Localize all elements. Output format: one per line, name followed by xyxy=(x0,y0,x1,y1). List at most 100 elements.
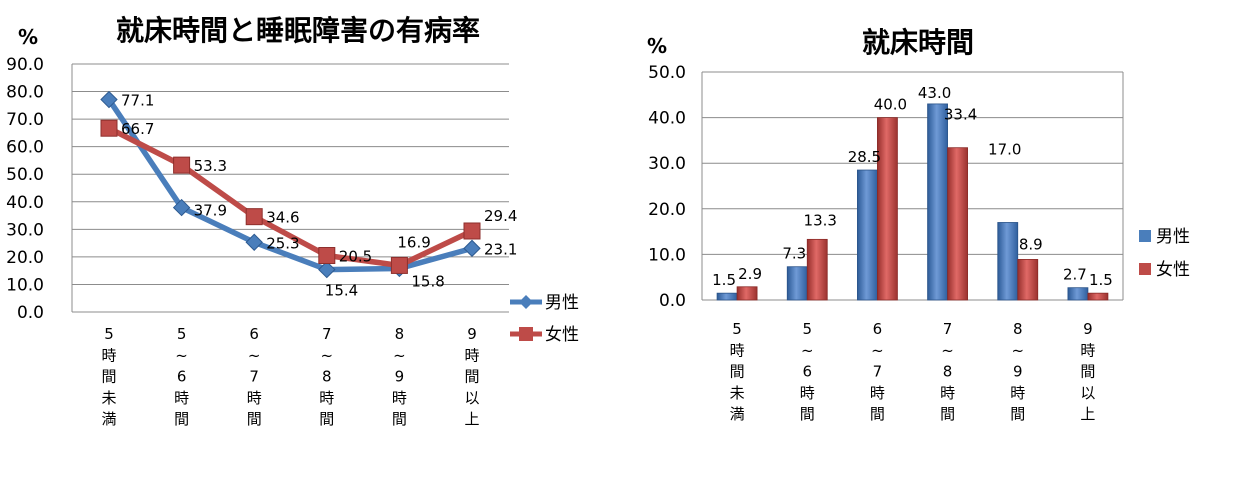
category-label: 8 xyxy=(1013,320,1023,338)
category-label: 9 xyxy=(1013,363,1023,381)
category-label: 6 xyxy=(873,320,883,338)
category-label: 間 xyxy=(1080,363,1095,381)
data-label: 40.0 xyxy=(874,96,907,114)
category-label: 9 xyxy=(395,368,405,386)
category-label: 間 xyxy=(870,405,885,423)
data-label: 13.3 xyxy=(804,211,837,229)
category-label: 未 xyxy=(730,384,745,402)
category-label: 時 xyxy=(392,389,407,407)
y-tick-label: 60.0 xyxy=(6,138,44,158)
category-label: ~ xyxy=(1011,341,1024,359)
data-point xyxy=(245,208,263,226)
y-tick-label: 20.0 xyxy=(6,248,44,268)
category-label: 7 xyxy=(873,363,883,381)
category-label: 時 xyxy=(101,346,116,364)
data-point xyxy=(100,90,118,109)
category-label: 間 xyxy=(319,410,334,428)
data-point xyxy=(245,233,263,251)
category-label: 以 xyxy=(1080,384,1095,402)
y-tick-label: 50.0 xyxy=(6,165,44,185)
legend-marker xyxy=(519,295,533,309)
category-label: 5 xyxy=(104,325,114,343)
line-chart-title: 就床時間と睡眠障害の有病率 xyxy=(116,14,480,47)
category-label: 以 xyxy=(464,389,479,407)
category-label: 時 xyxy=(464,346,479,364)
bar xyxy=(1017,259,1039,301)
legend-label: 男性 xyxy=(545,293,579,313)
data-label: 37.9 xyxy=(194,202,227,220)
data-point xyxy=(463,239,481,258)
category-label: 満 xyxy=(730,405,745,423)
y-tick-label: 10.0 xyxy=(6,275,44,295)
data-label: 8.9 xyxy=(1019,235,1043,253)
category-label: 間 xyxy=(101,368,116,386)
series-line xyxy=(107,125,474,269)
bar-chart: 就床時間 % 50.040.030.020.010.00.0 5時間未満5~6時… xyxy=(647,26,1190,423)
category-label: 8 xyxy=(943,363,953,381)
data-label: 2.7 xyxy=(1063,266,1087,284)
data-label: 15.4 xyxy=(325,282,358,300)
bar xyxy=(716,292,738,301)
category-label: 間 xyxy=(392,410,407,428)
category-label: ~ xyxy=(248,346,261,364)
data-point xyxy=(172,198,191,217)
line-chart-unit: % xyxy=(18,25,38,49)
bar xyxy=(927,103,948,301)
category-label: 時 xyxy=(730,341,745,359)
category-label: 5 xyxy=(732,320,742,338)
category-label: ~ xyxy=(393,346,406,364)
category-label: 時 xyxy=(319,389,334,407)
bar xyxy=(947,147,968,301)
category-label: 時 xyxy=(800,384,815,402)
category-label: 時 xyxy=(174,389,189,407)
category-label: ~ xyxy=(871,341,884,359)
bar xyxy=(877,117,898,301)
data-label: 29.4 xyxy=(484,207,517,225)
y-tick-label: 80.0 xyxy=(6,83,44,103)
data-point xyxy=(318,260,336,279)
category-label: 7 xyxy=(249,368,259,386)
category-label: 7 xyxy=(322,325,332,343)
y-tick-label: 30.0 xyxy=(6,220,44,240)
data-label: 1.5 xyxy=(1089,271,1113,289)
data-point xyxy=(100,119,118,137)
bar xyxy=(806,238,828,301)
category-label: 間 xyxy=(940,405,955,423)
data-label: 34.6 xyxy=(266,209,299,227)
bar-chart-title: 就床時間 xyxy=(862,26,974,59)
category-label: 間 xyxy=(247,410,262,428)
bar xyxy=(857,169,878,301)
category-label: 5 xyxy=(177,325,187,343)
category-label: 7 xyxy=(943,320,953,338)
data-label: 77.1 xyxy=(121,92,154,110)
legend-label: 女性 xyxy=(1156,260,1190,280)
y-tick-label: 50.0 xyxy=(648,63,686,83)
bar-chart-unit: % xyxy=(647,34,667,58)
bar xyxy=(786,266,808,301)
category-label: 時 xyxy=(940,384,955,402)
y-tick-label: 10.0 xyxy=(648,245,686,265)
category-label: 満 xyxy=(101,410,116,428)
legend-marker xyxy=(519,327,533,341)
category-label: 時 xyxy=(1010,384,1025,402)
data-label: 16.9 xyxy=(397,233,430,251)
data-label: 20.5 xyxy=(339,248,372,266)
y-tick-label: 0.0 xyxy=(17,303,44,323)
category-label: ~ xyxy=(321,346,334,364)
y-tick-label: 0.0 xyxy=(659,291,686,311)
category-label: 9 xyxy=(467,325,477,343)
category-label: 時 xyxy=(1080,341,1095,359)
bar xyxy=(736,286,758,301)
y-tick-label: 40.0 xyxy=(6,193,44,213)
category-label: 間 xyxy=(174,410,189,428)
category-label: 5 xyxy=(802,320,812,338)
y-tick-label: 90.0 xyxy=(6,55,44,75)
data-label: 15.8 xyxy=(411,272,444,290)
legend-label: 男性 xyxy=(1156,227,1190,247)
data-point xyxy=(173,156,191,174)
data-point xyxy=(463,222,481,240)
category-label: ~ xyxy=(941,341,954,359)
data-label: 17.0 xyxy=(988,140,1021,158)
